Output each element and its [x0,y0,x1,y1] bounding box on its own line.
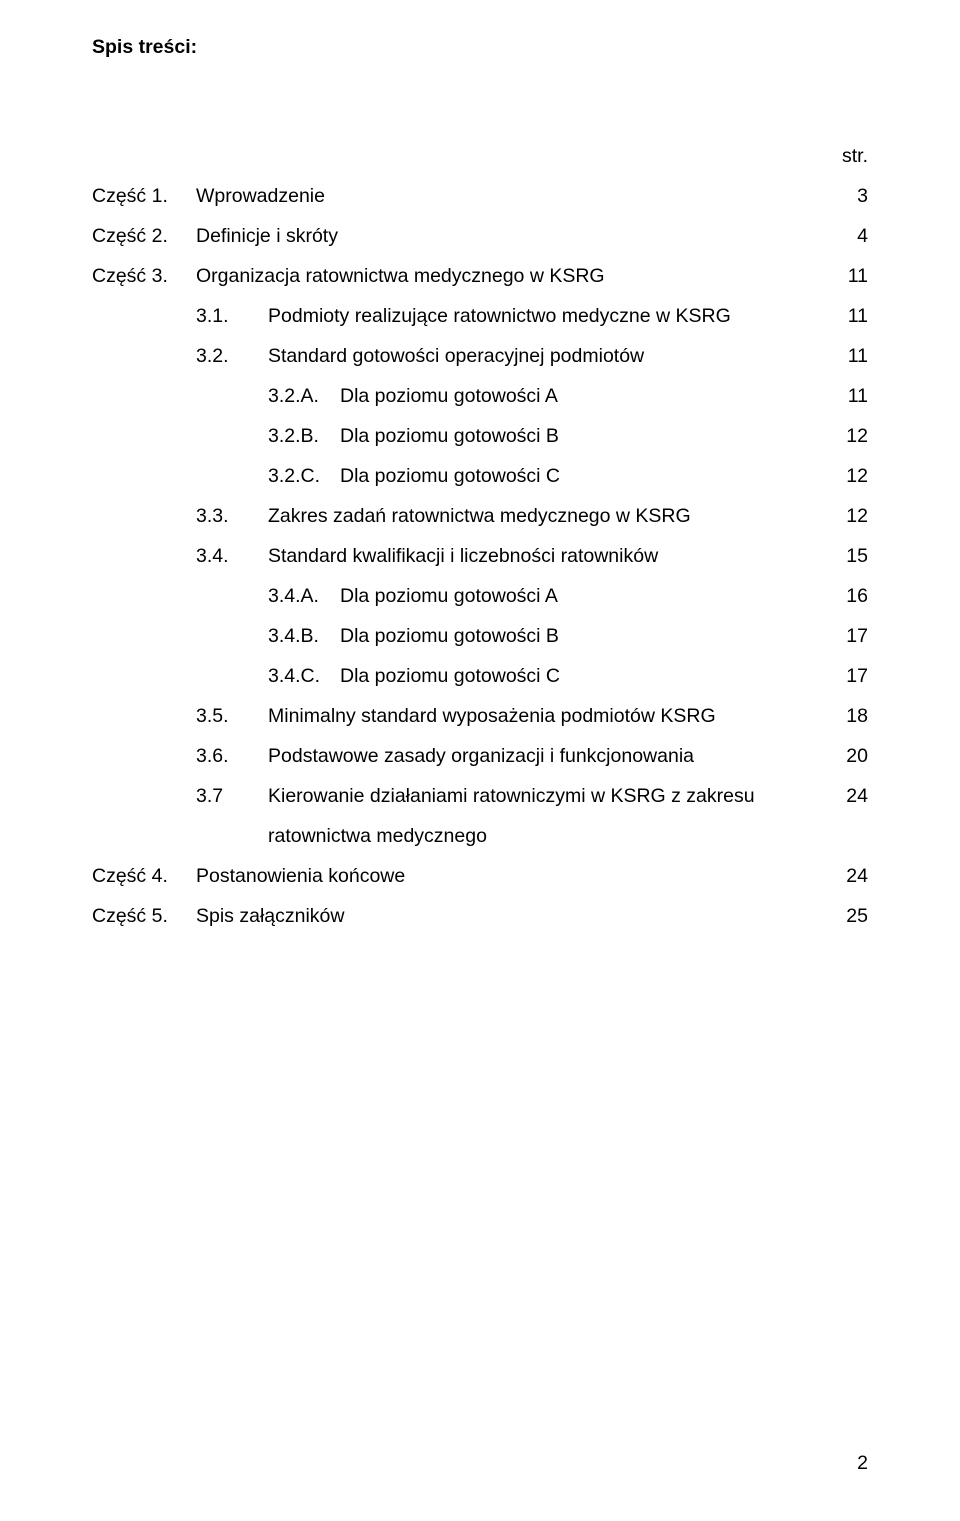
toc-entry-number: 3.4.A. [268,587,340,607]
toc-row: 3.4.A.Dla poziomu gotowości A16 [92,587,868,607]
toc-row: 3.6.Podstawowe zasady organizacji i funk… [92,747,868,767]
toc-entry-title: Dla poziomu gotowości A [340,385,558,407]
page-col-header: str. [824,147,868,167]
toc-entry-text: Wprowadzenie [196,187,824,207]
toc-entry-text: 3.4.B.Dla poziomu gotowości B [196,627,824,647]
toc-entry-text: Organizacja ratownictwa medycznego w KSR… [196,267,824,287]
toc-entry-text: Spis załączników [196,907,824,927]
toc-page-number: 16 [824,587,868,607]
toc-page-number: 12 [824,467,868,487]
toc-entry-text: 3.2.A.Dla poziomu gotowości A [196,387,824,407]
toc-page-number: 17 [824,667,868,687]
toc-entry-number: 3.7 [196,787,268,807]
page-number: 2 [857,1452,868,1475]
toc-row: Część 1.Wprowadzenie3 [92,187,868,207]
toc-page-number: 4 [824,227,868,247]
toc-row: 3.3.Zakres zadań ratownictwa medycznego … [92,507,868,527]
toc-entry-text: 3.4.A.Dla poziomu gotowości A [196,587,824,607]
toc-page-number: 11 [824,307,868,327]
toc-entry-title: Dla poziomu gotowości B [340,625,559,647]
toc-entry-continuation: ratownictwa medycznego [196,827,812,847]
toc-row: 3.5.Minimalny standard wyposażenia podmi… [92,707,868,727]
toc-entry-text: 3.2.Standard gotowości operacyjnej podmi… [196,347,824,367]
empty-cell [92,147,196,167]
toc-entry-text: 3.3.Zakres zadań ratownictwa medycznego … [196,507,824,527]
toc-page-number: 11 [824,347,868,367]
toc-entry-title: Standard kwalifikacji i liczebności rato… [268,545,658,567]
toc-row: 3.2.C.Dla poziomu gotowości C12 [92,467,868,487]
toc-entry-title: Zakres zadań ratownictwa medycznego w KS… [268,505,691,527]
toc-entry-number: 3.6. [196,747,268,767]
toc-part-label: Część 5. [92,907,196,927]
toc-body: str. Część 1.Wprowadzenie3 Część 2.Defini… [92,147,868,927]
toc-entry-text: 3.1.Podmioty realizujące ratownictwo med… [196,307,824,327]
toc-page-number: 11 [824,267,868,287]
toc-page-number: 18 [824,707,868,727]
toc-row: 3.4.Standard kwalifikacji i liczebności … [92,547,868,567]
toc-row: Część 5.Spis załączników25 [92,907,868,927]
toc-row: Część 3.Organizacja ratownictwa medyczne… [92,267,868,287]
toc-page-number: 3 [824,187,868,207]
toc-page-number: 15 [824,547,868,567]
empty-cell [196,147,824,167]
toc-part-label: Część 1. [92,187,196,207]
toc-row: Część 4.Postanowienia końcowe24 [92,867,868,887]
toc-entry-title: Podmioty realizujące ratownictwo medyczn… [268,305,731,327]
toc-str-row: str. [92,147,868,167]
toc-entry-title: Dla poziomu gotowości C [340,665,560,687]
toc-entry-title: Dla poziomu gotowości B [340,425,559,447]
toc-part-label: Część 3. [92,267,196,287]
toc-part-label: Część 4. [92,867,196,887]
toc-entry-text: 3.6.Podstawowe zasady organizacji i funk… [196,747,824,767]
toc-entry-number: 3.5. [196,707,268,727]
toc-entry-title: Dla poziomu gotowości A [340,585,558,607]
toc-entry-number: 3.4.B. [268,627,340,647]
toc-entry-title: Kierowanie działaniami ratowniczymi w KS… [268,785,755,807]
toc-entry-text: 3.4.C.Dla poziomu gotowości C [196,667,824,687]
toc-entry-text: 3.2.B.Dla poziomu gotowości B [196,427,824,447]
toc-entry-title: Podstawowe zasady organizacji i funkcjon… [268,745,694,767]
toc-entry-text: Postanowienia końcowe [196,867,824,887]
toc-entry-number: 3.4.C. [268,667,340,687]
toc-row: 3.4.B.Dla poziomu gotowości B17 [92,627,868,647]
toc-entry-number: 3.2. [196,347,268,367]
toc-page-number: 24 [824,787,868,807]
toc-entry-title: Standard gotowości operacyjnej podmiotów [268,345,644,367]
toc-row: 3.1.Podmioty realizujące ratownictwo med… [92,307,868,327]
toc-part-label: Część 2. [92,227,196,247]
toc-page-number: 24 [824,867,868,887]
toc-page-number: 11 [824,387,868,407]
toc-page-number: 12 [824,507,868,527]
toc-heading: Spis treści: [92,36,868,59]
toc-page-number: 12 [824,427,868,447]
toc-entry-text: 3.4.Standard kwalifikacji i liczebności … [196,547,824,567]
toc-page-number: 25 [824,907,868,927]
toc-entry-text: 3.5.Minimalny standard wyposażenia podmi… [196,707,824,727]
toc-row: Część 2.Definicje i skróty4 [92,227,868,247]
toc-page-number: 20 [824,747,868,767]
toc-row: 3.4.C.Dla poziomu gotowości C17 [92,667,868,687]
toc-entry-number: 3.2.A. [268,387,340,407]
toc-entry-title: Dla poziomu gotowości C [340,465,560,487]
toc-entry-number: 3.4. [196,547,268,567]
toc-entry-title: Minimalny standard wyposażenia podmiotów… [268,705,716,727]
toc-entry-number: 3.2.B. [268,427,340,447]
toc-row: 3.2.A.Dla poziomu gotowości A11 [92,387,868,407]
toc-entry-number: 3.3. [196,507,268,527]
toc-entry-text: 3.7Kierowanie działaniami ratowniczymi w… [196,787,824,847]
toc-page-number: 17 [824,627,868,647]
toc-entry-number: 3.1. [196,307,268,327]
toc-entry-number: 3.2.C. [268,467,340,487]
toc-row: 3.2.B.Dla poziomu gotowości B12 [92,427,868,447]
page: Spis treści: str. Część 1.Wprowadzenie3C… [0,0,960,1521]
toc-row: 3.7Kierowanie działaniami ratowniczymi w… [92,787,868,847]
toc-entry-text: 3.2.C.Dla poziomu gotowości C [196,467,824,487]
toc-row: 3.2.Standard gotowości operacyjnej podmi… [92,347,868,367]
toc-entry-text: Definicje i skróty [196,227,824,247]
